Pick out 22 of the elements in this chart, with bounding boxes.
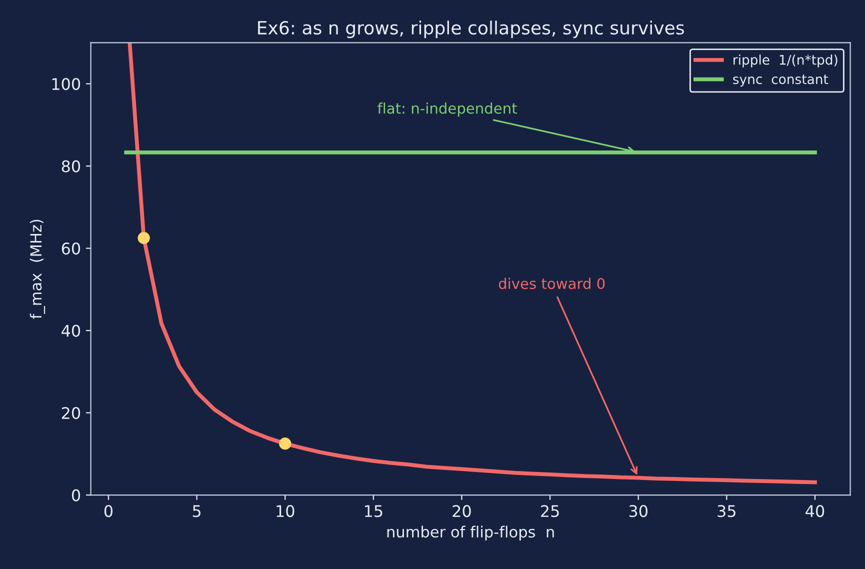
x-tick-label: 40: [806, 505, 824, 518]
legend-label: ripple 1/(n*tpd): [734, 54, 838, 68]
x-tick-label: 25: [541, 505, 559, 518]
annotation: dives toward 0: [498, 278, 605, 290]
y-tick-label: 0: [72, 489, 80, 502]
x-tick-label: 0: [104, 505, 113, 518]
y-tick-label: 100: [52, 78, 80, 90]
x-tick-label: 35: [718, 505, 736, 518]
x-tick-label: 10: [276, 505, 294, 518]
y-tick-label: 60: [62, 242, 80, 255]
y-tick-label: 80: [62, 160, 80, 172]
chart-title: Ex6: as n grows, ripple collapses, sync survives: [258, 20, 684, 38]
annotation: flat: n-independent: [378, 102, 517, 117]
y-tick-label: 20: [62, 406, 80, 420]
x-tick-label: 30: [629, 505, 648, 518]
x-tick-label: 20: [452, 505, 471, 518]
x-axis-title: number of flip-flops n: [387, 526, 554, 541]
y-axis-title: f_max (MHz): [30, 220, 46, 319]
y-tick-label: 40: [62, 324, 80, 337]
legend-label: sync constant: [733, 74, 828, 87]
x-tick-label: 5: [192, 505, 200, 518]
x-tick-label: 15: [365, 505, 382, 518]
